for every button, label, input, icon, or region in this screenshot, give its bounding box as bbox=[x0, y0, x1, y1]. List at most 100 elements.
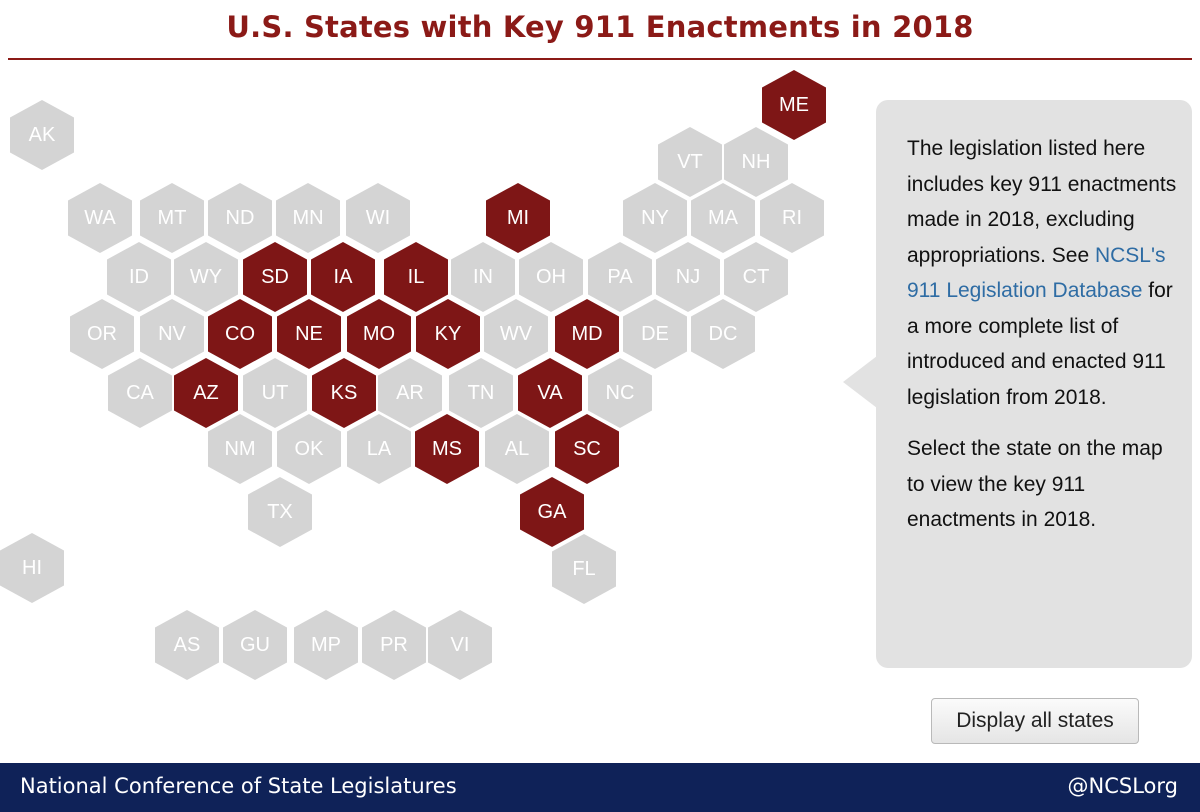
state-label: AZ bbox=[193, 381, 219, 404]
state-label: PA bbox=[607, 265, 633, 288]
footer-organization: National Conference of State Legislature… bbox=[20, 774, 457, 798]
state-label: SC bbox=[573, 437, 601, 460]
info-text-intro: The legislation listed here includes key… bbox=[907, 137, 1177, 267]
state-label: DC bbox=[708, 322, 738, 345]
state-label: TX bbox=[267, 500, 293, 523]
state-label: IA bbox=[333, 265, 353, 288]
state-hex-de[interactable]: DE bbox=[623, 299, 687, 369]
state-hex-me[interactable]: ME bbox=[762, 70, 826, 140]
state-label: VT bbox=[677, 150, 703, 173]
state-label: OH bbox=[536, 265, 566, 288]
state-label: HI bbox=[22, 556, 42, 579]
state-hex-ny[interactable]: NY bbox=[623, 183, 687, 253]
state-hex-wa[interactable]: WA bbox=[68, 183, 132, 253]
state-label: NC bbox=[605, 381, 635, 404]
state-hex-as[interactable]: AS bbox=[155, 610, 219, 680]
state-label: MA bbox=[708, 206, 738, 229]
state-hex-ct[interactable]: CT bbox=[724, 242, 788, 312]
state-hex-ut[interactable]: UT bbox=[243, 358, 307, 428]
state-hex-ar[interactable]: AR bbox=[378, 358, 442, 428]
info-text-continued: for a more complete list of introduced a… bbox=[907, 279, 1173, 409]
state-hex-tn[interactable]: TN bbox=[449, 358, 513, 428]
state-hex-ne[interactable]: NE bbox=[277, 299, 341, 369]
state-hex-or[interactable]: OR bbox=[70, 299, 134, 369]
state-label: GU bbox=[240, 633, 270, 656]
title-divider bbox=[8, 58, 1192, 60]
state-label: MI bbox=[506, 206, 530, 229]
state-hex-ia[interactable]: IA bbox=[311, 242, 375, 312]
info-description: The legislation listed here includes key… bbox=[907, 131, 1177, 415]
state-label: OK bbox=[294, 437, 324, 460]
state-hex-ma[interactable]: MA bbox=[691, 183, 755, 253]
state-label: WI bbox=[365, 206, 391, 229]
state-hex-ok[interactable]: OK bbox=[277, 414, 341, 484]
state-hex-ms[interactable]: MS bbox=[415, 414, 479, 484]
state-hex-al[interactable]: AL bbox=[485, 414, 549, 484]
state-label: PR bbox=[380, 633, 408, 656]
state-hex-nv[interactable]: NV bbox=[140, 299, 204, 369]
state-hex-wy[interactable]: WY bbox=[174, 242, 238, 312]
state-label: MS bbox=[432, 437, 462, 460]
footer-bar: National Conference of State Legislature… bbox=[0, 763, 1200, 812]
state-hex-gu[interactable]: GU bbox=[223, 610, 287, 680]
state-hex-vt[interactable]: VT bbox=[658, 127, 722, 197]
info-panel-pointer bbox=[843, 356, 877, 408]
state-label: IL bbox=[407, 265, 425, 288]
state-hex-wv[interactable]: WV bbox=[484, 299, 548, 369]
state-hex-wi[interactable]: WI bbox=[346, 183, 410, 253]
state-label: NE bbox=[295, 322, 323, 345]
state-label: LA bbox=[366, 437, 392, 460]
info-panel: The legislation listed here includes key… bbox=[876, 100, 1192, 668]
state-hex-id[interactable]: ID bbox=[107, 242, 171, 312]
state-hex-nj[interactable]: NJ bbox=[656, 242, 720, 312]
state-hex-mt[interactable]: MT bbox=[140, 183, 204, 253]
state-label: CO bbox=[225, 322, 255, 345]
state-hex-nc[interactable]: NC bbox=[588, 358, 652, 428]
state-hex-nh[interactable]: NH bbox=[724, 127, 788, 197]
info-text: The legislation listed here includes key… bbox=[907, 131, 1177, 538]
state-hex-nd[interactable]: ND bbox=[208, 183, 272, 253]
state-hex-az[interactable]: AZ bbox=[174, 358, 238, 428]
state-label: ID bbox=[129, 265, 149, 288]
state-label: CA bbox=[126, 381, 154, 404]
state-hex-sc[interactable]: SC bbox=[555, 414, 619, 484]
state-hex-va[interactable]: VA bbox=[518, 358, 582, 428]
state-hex-pa[interactable]: PA bbox=[588, 242, 652, 312]
state-hex-ks[interactable]: KS bbox=[312, 358, 376, 428]
state-hex-il[interactable]: IL bbox=[384, 242, 448, 312]
state-hex-oh[interactable]: OH bbox=[519, 242, 583, 312]
state-hex-sd[interactable]: SD bbox=[243, 242, 307, 312]
state-label: IN bbox=[473, 265, 493, 288]
info-instruction: Select the state on the map to view the … bbox=[907, 437, 1163, 531]
state-hex-ak[interactable]: AK bbox=[10, 100, 74, 170]
footer-social-handle: @NCSLorg bbox=[1067, 774, 1178, 798]
state-hex-ca[interactable]: CA bbox=[108, 358, 172, 428]
state-hex-dc[interactable]: DC bbox=[691, 299, 755, 369]
state-hex-la[interactable]: LA bbox=[347, 414, 411, 484]
state-hex-fl[interactable]: FL bbox=[552, 534, 616, 604]
state-hex-mi[interactable]: MI bbox=[486, 183, 550, 253]
legislation-database-link[interactable]: NCSL's 911 Legislation Database bbox=[907, 243, 1166, 303]
state-label: KS bbox=[330, 381, 358, 404]
state-hex-md[interactable]: MD bbox=[555, 299, 619, 369]
state-hex-in[interactable]: IN bbox=[451, 242, 515, 312]
display-all-states-button[interactable]: Display all states bbox=[931, 698, 1139, 744]
state-hex-hi[interactable]: HI bbox=[0, 533, 64, 603]
state-hex-nm[interactable]: NM bbox=[208, 414, 272, 484]
state-label: MD bbox=[571, 322, 603, 345]
state-label: NM bbox=[224, 437, 256, 460]
state-hex-mo[interactable]: MO bbox=[347, 299, 411, 369]
state-label: KY bbox=[434, 322, 462, 345]
state-hex-vi[interactable]: VI bbox=[428, 610, 492, 680]
state-hex-tx[interactable]: TX bbox=[248, 477, 312, 547]
state-hex-pr[interactable]: PR bbox=[362, 610, 426, 680]
state-hex-ky[interactable]: KY bbox=[416, 299, 480, 369]
state-label: NY bbox=[641, 206, 669, 229]
state-hex-mp[interactable]: MP bbox=[294, 610, 358, 680]
state-hex-mn[interactable]: MN bbox=[276, 183, 340, 253]
state-label: TN bbox=[467, 381, 495, 404]
state-hex-ri[interactable]: RI bbox=[760, 183, 824, 253]
state-label: WV bbox=[499, 322, 533, 345]
state-hex-ga[interactable]: GA bbox=[520, 477, 584, 547]
state-hex-co[interactable]: CO bbox=[208, 299, 272, 369]
